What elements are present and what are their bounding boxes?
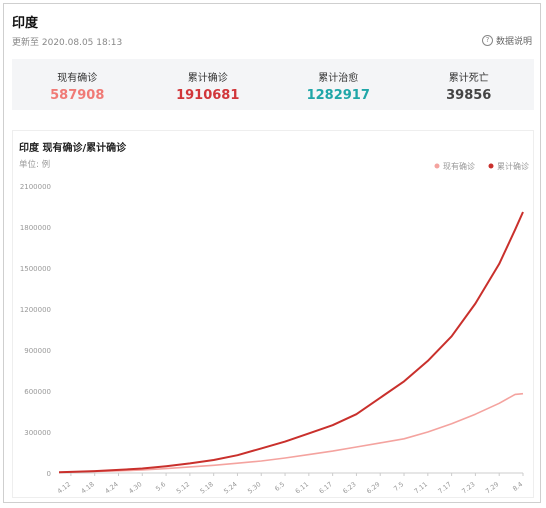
page-title: 印度 <box>12 16 39 31</box>
series-line <box>58 392 524 474</box>
card: 印度 更新至 2020.08.05 18:13 ? 数据说明 现有确诊 5879… <box>3 3 541 503</box>
stat-label: 现有确诊 <box>57 73 98 84</box>
stat-current-confirmed: 现有确诊 587908 <box>12 59 143 110</box>
x-tick-label: 6.17 <box>318 480 334 495</box>
x-tick-label: 6.5 <box>273 480 286 493</box>
chart-container: 印度 现有确诊/累计确诊 单位: 例 现有确诊 累计确诊 0 300000 60000… <box>12 130 534 498</box>
y-tick-label: 2100000 <box>20 183 51 191</box>
legend-label: 累计确诊 <box>497 161 529 171</box>
y-axis: 0 300000 600000 900000 1200000 1500000 1800000… <box>20 183 51 478</box>
data-help-link[interactable]: ? 数据说明 <box>481 34 532 47</box>
x-tick-label: 6.23 <box>341 480 357 495</box>
x-axis: 4.12 4.18 4.24 4.30 5.6 5.12 5.18 5.24 5.30 6.5 6.… <box>56 472 524 495</box>
line-chart: 印度 现有确诊/累计确诊 单位: 例 现有确诊 累计确诊 0 300000 60000… <box>19 141 529 495</box>
x-tick-label: 7.5 <box>392 480 405 493</box>
legend-label: 现有确诊 <box>443 161 475 171</box>
stat-label: 累计确诊 <box>187 73 228 84</box>
question-circle-icon: ? <box>481 35 493 46</box>
x-tick-label: 7.17 <box>437 480 453 495</box>
x-tick-label: 5.6 <box>154 480 167 493</box>
y-tick-label: 1500000 <box>20 265 51 273</box>
x-tick-label: 4.18 <box>80 480 96 495</box>
y-tick-label: 300000 <box>24 429 51 437</box>
stat-value: 1282917 <box>306 88 370 103</box>
y-tick-label: 900000 <box>24 347 51 355</box>
y-tick-label: 0 <box>47 470 51 478</box>
x-tick-label: 4.24 <box>103 480 119 495</box>
stat-total-deaths: 累计死亡 39856 <box>404 59 535 110</box>
x-tick-label: 5.18 <box>199 480 215 495</box>
x-tick-label: 5.30 <box>246 480 262 495</box>
legend-marker <box>488 163 494 169</box>
chart-title: 印度 现有确诊/累计确诊 <box>19 141 127 154</box>
stat-label: 累计死亡 <box>448 73 489 84</box>
update-time: 更新至 2020.08.05 18:13 <box>12 38 123 48</box>
stat-total-recovered: 累计治愈 1282917 <box>273 59 404 110</box>
y-tick-label: 1200000 <box>20 306 51 314</box>
y-tick-label: 1800000 <box>20 224 51 232</box>
stat-total-confirmed: 累计确诊 1910681 <box>143 59 274 110</box>
series-line <box>58 211 524 474</box>
plot-area <box>58 211 524 474</box>
x-tick-label: 7.11 <box>413 480 429 495</box>
x-tick-label: 8.4 <box>511 480 524 493</box>
data-help-label: 数据说明 <box>495 37 532 47</box>
x-tick-label: 5.12 <box>175 480 191 495</box>
x-tick-label: 6.11 <box>294 480 310 495</box>
stat-value: 39856 <box>446 88 492 103</box>
stat-value: 1910681 <box>176 88 240 103</box>
x-tick-label: 6.29 <box>365 480 381 495</box>
x-tick-label: 4.12 <box>56 480 72 495</box>
x-tick-label: 5.24 <box>222 480 238 495</box>
x-tick-label: 7.29 <box>484 480 500 495</box>
stats-panel: 现有确诊 587908 累计确诊 1910681 累计治愈 1282917 累计… <box>12 59 534 110</box>
stat-label: 累计治愈 <box>318 73 359 84</box>
legend: 现有确诊 累计确诊 <box>434 161 529 171</box>
legend-marker <box>434 163 440 169</box>
y-tick-label: 600000 <box>24 388 51 396</box>
x-tick-label: 4.30 <box>127 480 143 495</box>
unit-label: 单位: 例 <box>19 159 50 170</box>
stat-value: 587908 <box>50 88 105 103</box>
x-tick-label: 7.23 <box>460 480 476 495</box>
